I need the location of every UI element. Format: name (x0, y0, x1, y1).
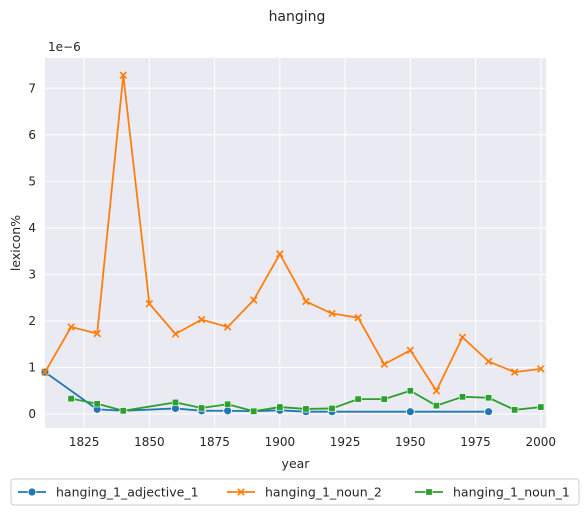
data-point (67, 323, 75, 331)
series-hanging_1_noun_2 (41, 71, 545, 395)
data-point (197, 315, 206, 324)
legend-marker (27, 487, 37, 497)
data-point (380, 395, 388, 403)
y-tick-label: 2 (28, 314, 36, 328)
data-point (276, 403, 284, 411)
chart-title: hanging (269, 9, 326, 25)
data-point (302, 405, 310, 413)
legend-marker (425, 488, 433, 496)
x-tick-label: 1925 (330, 435, 361, 449)
legend: hanging_1_adjective_1 hanging_1_noun_2 han… (10, 478, 580, 506)
data-point (458, 333, 467, 342)
data-point (145, 299, 154, 308)
data-point (537, 403, 545, 411)
data-point (223, 323, 232, 331)
data-point (511, 406, 519, 414)
data-point (171, 398, 179, 406)
data-point (198, 404, 206, 412)
y-tick-label: 0 (28, 407, 36, 421)
x-tick-label: 1825 (69, 435, 100, 449)
y-tick-label: 6 (28, 128, 36, 142)
y-tick-label: 4 (28, 221, 36, 235)
series-layer (40, 71, 545, 417)
data-point (93, 400, 101, 408)
series-line (70, 389, 541, 413)
data-point (536, 365, 545, 373)
legend-label: hanging_1_noun_1 (453, 485, 570, 500)
legend-item: hanging_1_adjective_1 (18, 485, 199, 500)
data-point (406, 346, 415, 355)
data-point (119, 407, 127, 415)
data-point (223, 406, 233, 416)
data-point (41, 368, 49, 376)
data-point (354, 313, 362, 322)
x-tick-label: 1850 (134, 435, 165, 449)
y-tick-label: 7 (28, 81, 36, 95)
legend-frame (10, 478, 580, 506)
data-point (224, 400, 232, 408)
y-tick-label: 3 (28, 267, 36, 281)
data-point (485, 394, 493, 402)
data-point (406, 387, 414, 395)
data-point (67, 395, 75, 403)
data-point (171, 330, 180, 338)
grid (45, 58, 546, 428)
y-tick-label: 5 (28, 174, 36, 188)
data-point (484, 357, 493, 366)
data-point (249, 296, 258, 304)
data-point (484, 407, 493, 417)
data-point (354, 395, 362, 403)
x-tick-label: 1875 (199, 435, 230, 449)
x-axis-title: year (282, 456, 311, 471)
series-hanging_1_noun_1 (67, 387, 545, 415)
data-point (510, 368, 519, 376)
data-point (405, 407, 415, 417)
x-tick-label: 1950 (395, 435, 426, 449)
tick-labels: 1825 1850 1875 1900 1925 1950 1975 2000 0 1 2 3 4 5 6 7 (28, 81, 556, 449)
legend-label: hanging_1_noun_2 (265, 485, 382, 500)
data-point (302, 297, 310, 306)
legend-marker (237, 488, 245, 496)
series-line (44, 74, 541, 392)
x-tick-label: 2000 (526, 435, 557, 449)
legend-item: hanging_1_noun_2 (227, 485, 382, 500)
data-point (432, 402, 440, 410)
y-tick-label: 1 (28, 360, 36, 374)
data-point (458, 393, 466, 401)
data-point (119, 71, 128, 80)
data-point (432, 386, 441, 395)
data-point (93, 329, 101, 338)
data-point (276, 250, 284, 258)
x-tick-label: 1900 (265, 435, 296, 449)
y-axis-title: lexicon% (8, 215, 23, 271)
data-point (328, 404, 336, 412)
legend-item: hanging_1_noun_1 (415, 485, 570, 500)
data-point (328, 309, 336, 318)
data-point (250, 407, 258, 415)
x-tick-label: 1975 (460, 435, 491, 449)
data-point (380, 360, 389, 369)
legend-label: hanging_1_adjective_1 (56, 485, 199, 500)
y-axis-offset-label: 1e−6 (48, 40, 81, 54)
